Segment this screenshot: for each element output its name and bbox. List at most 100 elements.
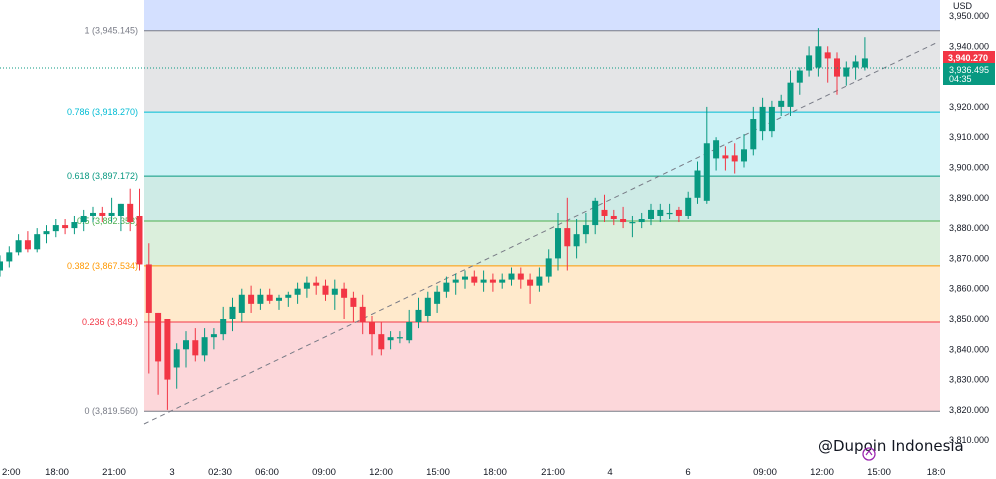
- candle[interactable]: [285, 291, 292, 307]
- candle[interactable]: [229, 297, 236, 332]
- candle[interactable]: [573, 219, 580, 259]
- candle[interactable]: [861, 37, 868, 71]
- candle[interactable]: [164, 319, 171, 410]
- price-tick-label: 3,900.000: [949, 163, 989, 173]
- candle[interactable]: [499, 273, 506, 289]
- candle[interactable]: [713, 137, 720, 171]
- candle[interactable]: [731, 143, 738, 174]
- candle[interactable]: [80, 209, 87, 232]
- candle[interactable]: [359, 294, 366, 335]
- candle[interactable]: [806, 46, 813, 77]
- candle[interactable]: [666, 203, 673, 220]
- candle[interactable]: [396, 331, 403, 344]
- candle[interactable]: [387, 331, 394, 350]
- candle[interactable]: [341, 282, 348, 319]
- candle[interactable]: [638, 212, 645, 229]
- candle[interactable]: [276, 294, 282, 310]
- candle[interactable]: [703, 106, 710, 204]
- candle[interactable]: [71, 215, 78, 235]
- candle[interactable]: [6, 246, 13, 268]
- candle[interactable]: [294, 282, 301, 304]
- candle[interactable]: [610, 209, 617, 226]
- candle[interactable]: [210, 328, 217, 350]
- candle[interactable]: [201, 328, 208, 362]
- candle[interactable]: [527, 273, 534, 304]
- candle[interactable]: [192, 328, 199, 362]
- candle-body: [573, 234, 580, 247]
- candle[interactable]: [815, 28, 822, 77]
- candle[interactable]: [536, 267, 543, 292]
- candle[interactable]: [0, 255, 3, 277]
- candle[interactable]: [369, 315, 375, 356]
- candle[interactable]: [424, 291, 431, 323]
- candle[interactable]: [787, 70, 794, 116]
- candle[interactable]: [741, 134, 747, 168]
- time-axis[interactable]: [0, 460, 940, 479]
- candle[interactable]: [117, 203, 124, 232]
- candle[interactable]: [145, 243, 152, 374]
- candle[interactable]: [90, 206, 96, 223]
- candle[interactable]: [489, 273, 496, 292]
- candle[interactable]: [480, 270, 487, 292]
- candle[interactable]: [471, 270, 478, 286]
- candle[interactable]: [824, 46, 831, 83]
- candle[interactable]: [685, 191, 692, 220]
- candle[interactable]: [406, 309, 413, 344]
- candle[interactable]: [266, 288, 273, 304]
- candle[interactable]: [796, 67, 803, 95]
- candle[interactable]: [675, 206, 682, 223]
- candle-body: [452, 279, 459, 283]
- candle[interactable]: [759, 97, 766, 141]
- candle[interactable]: [238, 288, 245, 323]
- candle[interactable]: [508, 267, 515, 286]
- candle[interactable]: [127, 188, 134, 232]
- candle[interactable]: [545, 249, 552, 283]
- candle[interactable]: [629, 215, 636, 238]
- candle[interactable]: [601, 194, 608, 223]
- candle[interactable]: [52, 219, 59, 238]
- candle[interactable]: [722, 146, 729, 171]
- candle[interactable]: [34, 228, 41, 253]
- candle[interactable]: [257, 288, 264, 310]
- candle[interactable]: [582, 212, 589, 244]
- candle[interactable]: [694, 161, 701, 204]
- candle[interactable]: [155, 312, 162, 395]
- candle[interactable]: [778, 94, 785, 116]
- candle[interactable]: [555, 212, 561, 271]
- candle[interactable]: [768, 100, 775, 138]
- candle[interactable]: [303, 276, 310, 298]
- candle[interactable]: [517, 267, 524, 289]
- replay-icon[interactable]: [862, 447, 876, 461]
- candle[interactable]: [173, 343, 180, 389]
- candle[interactable]: [24, 231, 31, 253]
- candle[interactable]: [648, 203, 654, 226]
- candle[interactable]: [415, 297, 422, 329]
- candle[interactable]: [564, 197, 571, 271]
- candle[interactable]: [322, 279, 329, 301]
- candle[interactable]: [183, 331, 189, 368]
- candle-body: [536, 276, 543, 286]
- candle[interactable]: [108, 197, 115, 223]
- candle[interactable]: [443, 276, 450, 298]
- candle-body: [34, 234, 41, 250]
- candle[interactable]: [62, 219, 69, 235]
- candle[interactable]: [750, 106, 757, 156]
- candle[interactable]: [378, 322, 385, 356]
- candle[interactable]: [592, 197, 599, 235]
- candle[interactable]: [15, 234, 22, 256]
- candle[interactable]: [843, 61, 850, 86]
- candle[interactable]: [452, 273, 459, 295]
- candle[interactable]: [43, 225, 50, 244]
- candle[interactable]: [313, 276, 320, 295]
- candle[interactable]: [136, 188, 143, 271]
- candle[interactable]: [434, 285, 441, 313]
- candle[interactable]: [99, 206, 106, 223]
- candle[interactable]: [657, 203, 664, 223]
- candle[interactable]: [620, 206, 627, 229]
- candle[interactable]: [248, 285, 255, 313]
- candle[interactable]: [220, 306, 227, 341]
- candle[interactable]: [350, 291, 357, 323]
- candle[interactable]: [462, 270, 468, 289]
- candle[interactable]: [331, 279, 338, 310]
